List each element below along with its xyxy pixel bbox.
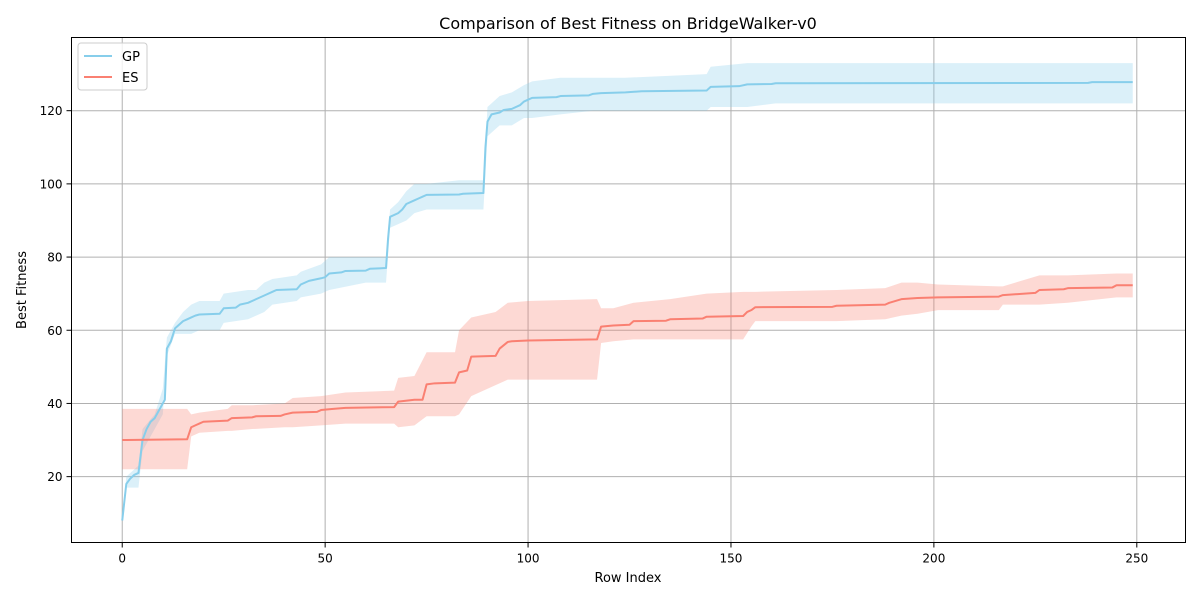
line-es xyxy=(122,284,1133,442)
series-lines xyxy=(121,81,1133,521)
legend: GP ES xyxy=(77,42,148,91)
band-gp xyxy=(122,63,1133,521)
x-tick-label: 50 xyxy=(318,552,333,566)
legend-label-es: ES xyxy=(122,71,138,86)
x-tick-label: 200 xyxy=(922,552,945,566)
y-tick-label: 120 xyxy=(40,104,63,118)
line-gp xyxy=(121,81,1133,521)
legend-label-gp: GP xyxy=(122,50,140,65)
x-tick-label: 100 xyxy=(517,552,540,566)
band-es xyxy=(122,273,1133,470)
grid xyxy=(71,37,1186,543)
chart-title: Comparison of Best Fitness on BridgeWalk… xyxy=(439,14,817,33)
y-axis-label: Best Fitness xyxy=(15,251,30,329)
y-tick-label: 60 xyxy=(47,324,62,338)
plot-frame xyxy=(71,37,1186,543)
axis-ticks: 0 50 100 150 200 250 20 40 60 80 100 120 xyxy=(40,104,1149,565)
confidence-bands xyxy=(122,63,1133,521)
y-tick-label: 80 xyxy=(47,251,62,265)
legend-box xyxy=(77,42,148,91)
y-tick-label: 100 xyxy=(40,177,63,191)
x-tick-label: 0 xyxy=(118,552,126,566)
y-tick-label: 20 xyxy=(47,470,62,484)
x-tick-label: 150 xyxy=(720,552,743,566)
x-axis-label: Row Index xyxy=(595,571,662,586)
x-tick-label: 250 xyxy=(1125,552,1148,566)
y-tick-label: 40 xyxy=(47,397,62,411)
